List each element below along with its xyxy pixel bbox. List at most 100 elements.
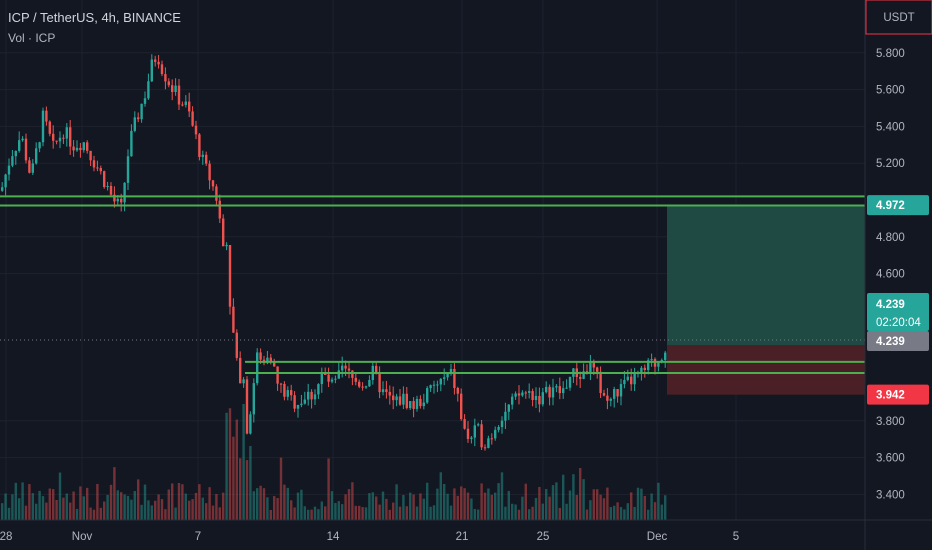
candle-body [198,134,201,157]
volume-bar [262,488,266,520]
current-price-tag [867,331,929,351]
volume-bar [21,482,24,520]
candle-body [157,61,160,65]
volume-bar [126,495,130,520]
volume-bar [201,497,204,520]
volume-bar [181,484,184,520]
candle-body [358,381,361,387]
volume-bar [392,502,395,520]
volume-bar [337,501,340,520]
volume-bar [592,489,595,520]
volume-bar [259,485,262,520]
candle-body [432,384,436,386]
volume-bar [385,498,388,520]
candle-body [378,372,381,393]
volume-bar [480,483,483,520]
volume-bar [103,501,106,520]
volume-bar [419,493,422,520]
candle-body [477,424,480,426]
position-zones [667,205,865,395]
candle-body [218,200,221,219]
volume-bar [1,503,4,520]
volume-bar [432,505,436,520]
volume-bar [11,494,14,520]
volume-bar [545,488,548,520]
volume-bar [123,494,126,520]
candle-body [436,384,439,386]
volume-bar [602,498,606,520]
candle-body [225,244,228,247]
time-tick-label: 25 [537,531,550,543]
volume-bar [89,507,92,520]
candle-body [286,390,289,397]
volume-bar [79,486,82,520]
candle-body [419,398,422,407]
price-tick-label: 5.800 [876,48,905,60]
volume-bar [568,490,572,520]
candle-body [589,361,592,374]
volume-bar [562,474,565,520]
volume-bar [528,509,531,520]
stop-zone [667,345,865,395]
volume-bar [154,500,157,520]
volume-bar [664,495,667,520]
price-tick-label: 4.800 [876,232,905,244]
volume-bar [585,509,589,520]
volume-bar [283,484,286,520]
candle-body [619,384,623,397]
volume-bar [191,499,194,520]
current-price-label: 4.239 [876,336,905,348]
candle-body [334,378,337,380]
volume-bar [548,496,551,520]
volume-bar [211,505,215,520]
candle-body [259,352,262,360]
volume-bar [630,492,633,520]
candle-body [412,401,415,409]
volume-bar [643,495,646,520]
candle-body [150,59,153,82]
price-axis[interactable]: 5.800 5.600 5.400 5.200 4.800 4.600 3.800 3.600… [876,48,905,502]
horizontal-levels[interactable] [0,195,865,374]
volume-bar [320,501,323,520]
volume-bar [626,503,629,520]
candle-body [449,368,453,374]
volume-bar [443,483,446,520]
candle-body [613,389,616,399]
candle-body [490,438,493,440]
volume-bar [497,483,500,520]
currency-button[interactable]: USDT [865,0,932,35]
volume-bar [35,503,38,520]
volume-bar [579,468,582,520]
candle-body [565,387,568,389]
candle-body [191,111,194,126]
time-axis[interactable]: 28 Nov 7 14 21 25 Dec 5 [0,531,739,543]
volume-bar [147,500,150,520]
candle-body [120,198,123,203]
volume-bar [371,492,374,520]
candle-body [126,156,130,183]
volume-bar [405,506,408,520]
candle-body [109,185,113,195]
candle-body [171,85,174,93]
volume-bar [7,507,11,520]
candle-body [531,391,534,400]
volume-bar [446,493,449,520]
volume-bar [398,506,402,520]
candle-body [48,121,51,134]
volume-bar [490,494,493,520]
candle-body [521,392,524,396]
volume-bar [296,492,300,520]
volume-bar [31,493,34,520]
target-zone [667,205,865,346]
volume-bar [650,493,653,520]
candle-body [55,140,58,142]
volume-bar [647,509,650,520]
candle-body [313,394,317,400]
volume-bar [116,490,119,520]
candle-body [647,360,650,371]
candle-body [239,357,242,384]
volume-bar [208,487,211,520]
candle-body [592,361,595,368]
candle-body [606,395,609,401]
